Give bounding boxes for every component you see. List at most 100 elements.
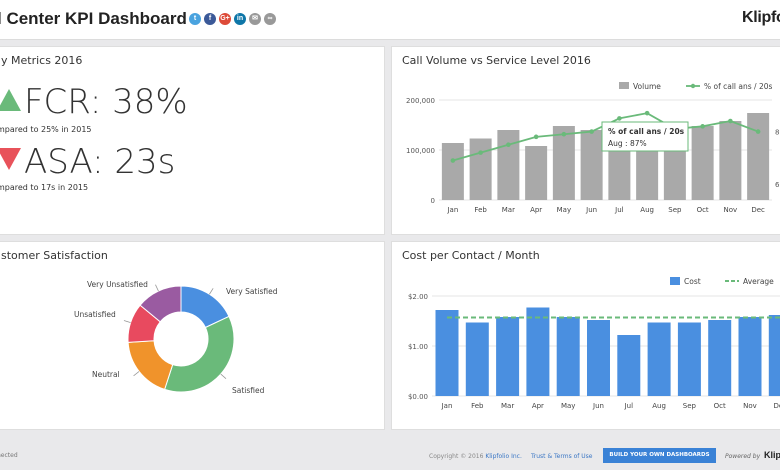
linkedin-icon[interactable]: in bbox=[234, 13, 246, 25]
service-level-point bbox=[700, 124, 705, 129]
x-tick-label: Jan bbox=[441, 402, 453, 410]
x-tick-label: Aug bbox=[640, 206, 654, 214]
dashboard-title: l Center KPI Dashboard bbox=[0, 9, 187, 28]
legend-volume-label: Volume bbox=[633, 82, 661, 91]
connection-status: nected bbox=[0, 452, 18, 459]
slice-label: Satisfied bbox=[232, 386, 265, 395]
call-volume-chart: 200,000 100,000 0 80 60 Jan Feb Mar Apr May Jun Jul… bbox=[406, 82, 780, 214]
build-dashboards-button[interactable]: BUILD YOUR OWN DASHBOARDS bbox=[603, 448, 716, 463]
volume-bar bbox=[580, 130, 603, 200]
customer-satisfaction-panel: stomer Satisfaction Very Satisfied Satisf… bbox=[0, 241, 385, 430]
cost-bar bbox=[435, 310, 459, 396]
slice-leader-line bbox=[123, 320, 131, 324]
service-level-point bbox=[589, 129, 594, 134]
y-tick-label: 200,000 bbox=[406, 97, 435, 105]
slice-leader-line bbox=[220, 373, 227, 379]
legend-cost-swatch bbox=[670, 277, 680, 285]
slice-label: Very Unsatisfied bbox=[87, 280, 148, 289]
legend-volume-swatch bbox=[619, 82, 629, 89]
tooltip-title: % of call ans / 20s bbox=[608, 127, 685, 136]
service-level-point bbox=[478, 150, 483, 155]
slice-leader-line bbox=[155, 284, 159, 292]
volume-bar bbox=[663, 137, 686, 200]
x-tick-label: Jun bbox=[592, 402, 604, 410]
call-volume-panel: Call Volume vs Service Level 2016 200,00… bbox=[391, 46, 780, 235]
y-tick-label: $1.00 bbox=[408, 343, 428, 351]
service-level-point bbox=[506, 142, 511, 148]
trend-up-icon bbox=[0, 89, 21, 111]
cost-bar bbox=[677, 322, 701, 396]
company-link[interactable]: Klipfolio Inc. bbox=[485, 453, 522, 460]
slice-label: Very Satisfied bbox=[226, 287, 278, 296]
x-tick-label: Feb bbox=[471, 402, 484, 410]
service-level-tooltip: % of call ans / 20s Aug : 87% bbox=[601, 121, 689, 152]
cost-bar bbox=[768, 315, 780, 396]
x-tick-label: Dec bbox=[751, 206, 765, 214]
footer-logo[interactable]: Klipfo bbox=[764, 450, 780, 460]
cost-bar bbox=[587, 320, 610, 396]
x-tick-label: Feb bbox=[474, 206, 487, 214]
panel-title: Call Volume vs Service Level 2016 bbox=[402, 54, 591, 67]
x-tick-label: Nov bbox=[724, 206, 738, 214]
tooltip-value: Aug : 87% bbox=[608, 139, 647, 148]
share-icons: t f G+ in ✉ ∞ bbox=[189, 13, 276, 25]
cost-per-contact-panel: Cost per Contact / Month $2.00 $1.00 $0.00… bbox=[391, 241, 780, 430]
x-tick-label: Nov bbox=[743, 402, 757, 410]
volume-bar bbox=[497, 130, 520, 200]
legend-average-label: Average bbox=[743, 277, 774, 286]
service-level-point bbox=[728, 118, 733, 124]
cost-bar bbox=[556, 317, 580, 396]
tooltip-box bbox=[601, 121, 689, 152]
panel-title: stomer Satisfaction bbox=[1, 249, 108, 262]
y-tick-label: 0 bbox=[431, 197, 435, 205]
y-tick-label: 100,000 bbox=[406, 147, 435, 155]
x-tick-label: Jun bbox=[585, 206, 597, 214]
trend-down-icon bbox=[0, 148, 21, 170]
email-icon[interactable]: ✉ bbox=[249, 13, 261, 25]
x-tick-label: Apr bbox=[532, 402, 544, 410]
service-level-point bbox=[533, 134, 539, 140]
trust-terms-link[interactable]: Trust & Terms of Use bbox=[531, 453, 593, 460]
fcr-comparison: mpared to 25% in 2015 bbox=[0, 125, 92, 134]
x-tick-label: Jul bbox=[614, 206, 624, 214]
volume-bar bbox=[469, 138, 492, 200]
slice-leader-line bbox=[209, 288, 214, 295]
x-tick-label: Oct bbox=[697, 206, 709, 214]
volume-bar bbox=[691, 126, 714, 200]
facebook-icon[interactable]: f bbox=[204, 13, 216, 25]
panel-title: y Metrics 2016 bbox=[1, 54, 83, 67]
twitter-icon[interactable]: t bbox=[189, 13, 201, 25]
donut-slice bbox=[163, 315, 235, 393]
cost-bar bbox=[617, 335, 641, 396]
slice-label: Neutral bbox=[92, 370, 120, 379]
top-bar: l Center KPI Dashboard tfG+in✉∞ Klipfo bbox=[0, 0, 780, 40]
cost-bar bbox=[526, 307, 550, 396]
key-metrics-panel: y Metrics 2016 FCR: 38% mpared to 25% in… bbox=[0, 46, 385, 235]
x-tick-label: Mar bbox=[501, 402, 514, 410]
cost-bar bbox=[465, 322, 489, 396]
x-tick-label: Mar bbox=[502, 206, 515, 214]
x-tick-label: Jul bbox=[624, 402, 634, 410]
y2-tick-label: 60 bbox=[775, 181, 780, 189]
x-tick-label: May bbox=[561, 402, 575, 410]
satisfaction-donut-chart: Very Satisfied Satisfied Neutral Unsatisfie… bbox=[74, 280, 278, 395]
volume-bar bbox=[747, 113, 770, 200]
service-level-point bbox=[755, 129, 761, 134]
googleplus-icon[interactable]: G+ bbox=[219, 13, 231, 25]
x-tick-label: Aug bbox=[652, 402, 666, 410]
link-icon[interactable]: ∞ bbox=[264, 13, 276, 25]
service-level-point bbox=[561, 131, 567, 137]
cost-bar bbox=[708, 320, 732, 396]
x-tick-label: Oct bbox=[714, 402, 726, 410]
volume-bar bbox=[552, 126, 575, 200]
legend-cost-label: Cost bbox=[684, 277, 701, 286]
donut-slice bbox=[139, 285, 182, 323]
klipfolio-logo[interactable]: Klipfo bbox=[742, 9, 780, 26]
service-level-point bbox=[617, 116, 622, 121]
copyright-text: Copyright © 2016 bbox=[429, 453, 486, 460]
service-level-point bbox=[450, 158, 456, 163]
x-tick-label: Sep bbox=[683, 402, 697, 410]
x-tick-label: Sep bbox=[668, 206, 682, 214]
fcr-value: FCR: 38% bbox=[24, 82, 188, 122]
legend-service-dot bbox=[690, 83, 696, 89]
